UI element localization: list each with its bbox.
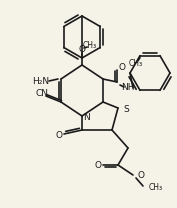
Text: NH: NH [121,83,135,93]
Text: O: O [118,63,125,73]
Text: O: O [56,130,62,140]
Text: CH₃: CH₃ [129,59,143,68]
Text: O: O [79,46,85,54]
Text: CH₃: CH₃ [83,42,97,51]
Text: N: N [83,114,89,123]
Text: S: S [123,104,129,114]
Text: O: O [95,161,101,171]
Text: O: O [137,171,144,180]
Text: CH₃: CH₃ [149,182,163,192]
Text: CN: CN [36,88,48,98]
Text: H₂N: H₂N [32,77,50,85]
